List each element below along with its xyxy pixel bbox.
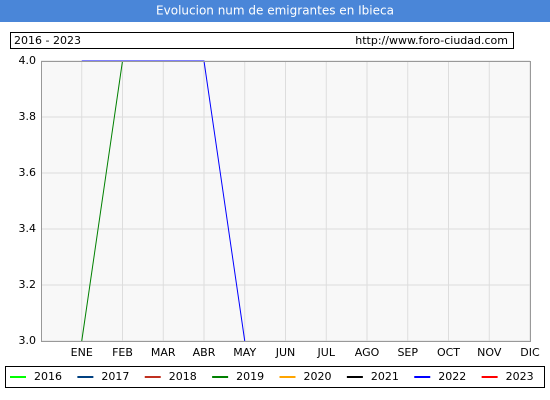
legend-label: 2023 (506, 370, 534, 383)
y-tick-label: 3.4 (19, 222, 37, 235)
x-tick-label: ENE (71, 346, 93, 359)
y-tick-label: 3.2 (19, 278, 37, 291)
x-tick-label: DIC (520, 346, 540, 359)
legend-label: 2022 (438, 370, 466, 383)
x-tick-label: MAY (233, 346, 256, 359)
title-bar (0, 0, 550, 22)
x-tick-label: FEB (112, 346, 133, 359)
y-tick-label: 3.8 (19, 110, 37, 123)
x-tick-label: ABR (193, 346, 216, 359)
legend-label: 2016 (34, 370, 62, 383)
legend-label: 2019 (236, 370, 264, 383)
legend-label: 2017 (101, 370, 129, 383)
y-tick-label: 3.0 (19, 334, 37, 347)
x-tick-label: JUL (317, 346, 336, 359)
legend-label: 2021 (371, 370, 399, 383)
x-tick-label: NOV (477, 346, 502, 359)
x-tick-label: AGO (355, 346, 380, 359)
y-tick-label: 3.6 (19, 166, 37, 179)
x-tick-label: MAR (151, 346, 176, 359)
subtitle: 2016 - 2023 (14, 34, 81, 47)
y-tick-label: 4.0 (19, 54, 37, 67)
legend-box (5, 366, 545, 388)
chart-title: Evolucion num de emigrantes en Ibieca (156, 4, 394, 18)
header-box (10, 32, 514, 49)
legend-label: 2020 (304, 370, 332, 383)
x-tick-label: OCT (437, 346, 460, 359)
x-tick-label: SEP (397, 346, 418, 359)
series-line (81, 60, 123, 342)
plot-border (41, 61, 531, 342)
source: http://www.foro-ciudad.com (355, 34, 508, 47)
legend-label: 2018 (169, 370, 197, 383)
x-tick-label: JUN (275, 346, 296, 359)
